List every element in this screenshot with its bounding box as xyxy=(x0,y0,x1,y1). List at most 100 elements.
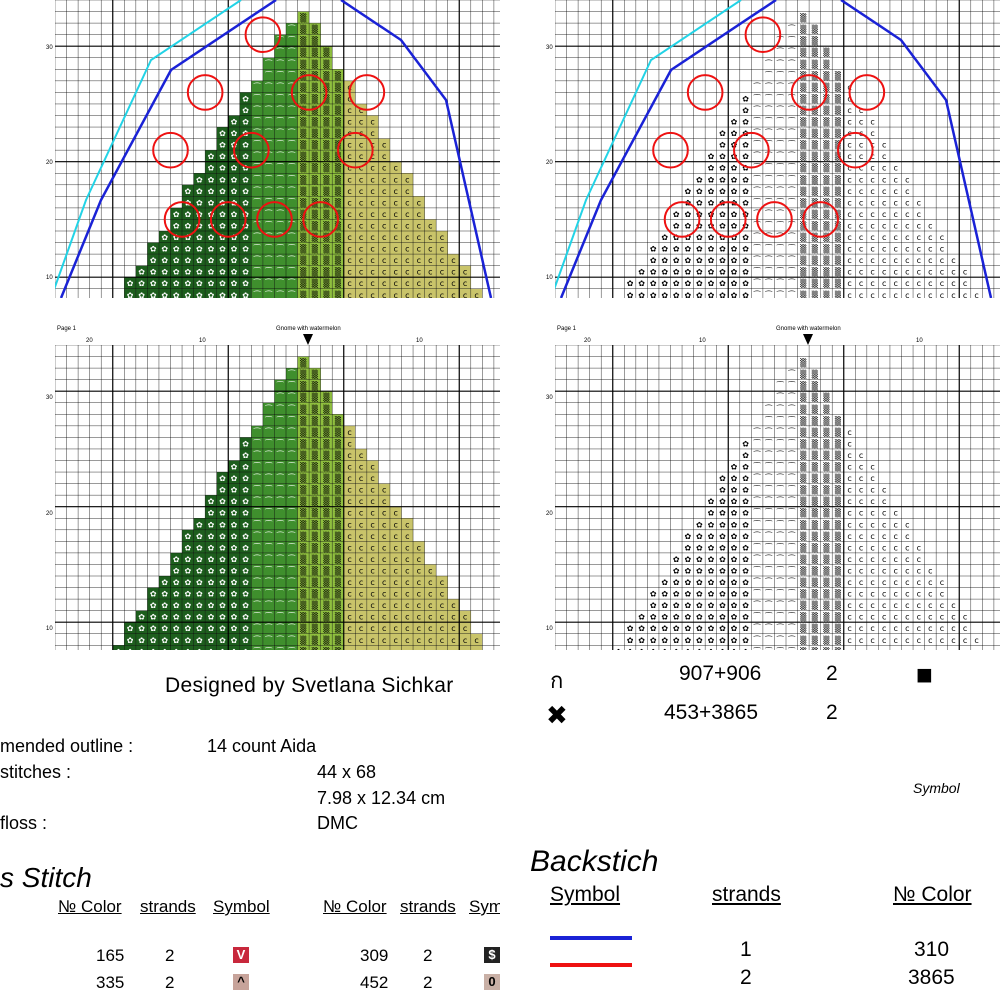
stitch-symbol: ✿ xyxy=(231,601,238,610)
stitch-symbol: c xyxy=(847,279,851,288)
stitch-cell xyxy=(274,437,286,449)
stitch-symbol: c xyxy=(928,279,932,288)
stitch-symbol: ⁀ xyxy=(776,462,784,472)
stitch-cell xyxy=(739,645,752,650)
stitch-cell xyxy=(366,265,379,278)
stitch-symbol: ✿ xyxy=(708,624,715,633)
stitch-cell xyxy=(855,138,867,151)
stitch-cell xyxy=(843,207,856,220)
stitch-cell xyxy=(901,599,914,611)
stitch-symbol: c xyxy=(394,198,398,207)
stitch-symbol: ✿ xyxy=(208,555,215,564)
stitch-cell xyxy=(343,460,356,473)
stitch-cell xyxy=(274,645,286,650)
stitch-cell xyxy=(820,127,833,139)
stitch-symbol: c xyxy=(440,291,444,298)
stitch-cell xyxy=(182,599,194,611)
stitch-cell xyxy=(843,138,856,151)
stitch-symbol: c xyxy=(870,268,874,277)
stitch-cell xyxy=(843,645,856,650)
stitch-cell xyxy=(286,541,298,553)
stitch-symbol: ✿ xyxy=(696,624,703,633)
stitch-symbol: c xyxy=(847,543,851,552)
stitch-cell xyxy=(286,46,298,58)
stitch-cell xyxy=(297,242,310,255)
stitch-symbol: ⁀ xyxy=(753,473,761,483)
stitch-cell xyxy=(274,207,286,220)
stitch-symbol: ✿ xyxy=(708,520,715,529)
stitch-cell xyxy=(924,564,937,576)
stitch-symbol: c xyxy=(917,543,921,552)
stitch-cell xyxy=(309,633,321,646)
stitch-symbol: ⁀ xyxy=(776,404,784,414)
stitch-symbol: ⁀ xyxy=(288,404,296,414)
stitch-symbol: c xyxy=(870,566,874,575)
stitch-symbol: ✿ xyxy=(673,268,680,277)
stitch-cell xyxy=(251,495,263,507)
stitch-symbol: c xyxy=(859,647,863,650)
stitch-symbol: ▒ xyxy=(800,485,807,495)
stitch-cell xyxy=(670,599,683,611)
stitch-symbol: ⁀ xyxy=(276,163,284,173)
stitch-cell xyxy=(274,541,286,553)
stitch-symbol: c xyxy=(882,486,886,495)
stitch-cell xyxy=(855,564,867,576)
stitch-cell xyxy=(716,541,729,553)
stitch-symbol: ▒ xyxy=(335,93,342,103)
stitch-symbol: ✿ xyxy=(696,245,703,254)
stitch-symbol: c xyxy=(405,221,409,230)
stitch-cell xyxy=(924,265,937,278)
stitch-cell xyxy=(878,184,890,197)
stitch-symbol: ▒ xyxy=(300,278,307,288)
stitch-symbol: c xyxy=(347,520,351,529)
stitch-symbol: ⁀ xyxy=(288,105,296,115)
stitch-symbol: ⁀ xyxy=(788,542,796,552)
stitch-cell xyxy=(343,541,356,553)
stitch-symbol: ✿ xyxy=(731,543,738,552)
stitch-cell xyxy=(355,472,367,484)
stitch-symbol: c xyxy=(882,613,886,622)
stitch-symbol: c xyxy=(428,291,432,298)
stitch-symbol: c xyxy=(882,636,886,645)
stitch-symbol: ✿ xyxy=(242,94,249,103)
stitch-symbol: ▒ xyxy=(823,105,830,115)
stitch-cell xyxy=(924,633,937,646)
stitch-cell xyxy=(262,57,275,70)
stitch-symbol: ✿ xyxy=(731,256,738,265)
stitch-cell xyxy=(843,448,856,461)
stitch-cell xyxy=(947,288,960,298)
stitch-symbol: ⁀ xyxy=(276,105,284,115)
backstitch-strands: 1 xyxy=(740,938,752,961)
thread-color: 452 xyxy=(360,973,389,992)
stitch-cell xyxy=(751,231,763,243)
stitch-symbol: ⁀ xyxy=(276,508,284,518)
stitch-symbol: c xyxy=(428,268,432,277)
stitch-symbol: ▒ xyxy=(800,612,807,622)
stitch-cell xyxy=(797,599,810,611)
stitch-cell xyxy=(447,288,460,298)
stitch-cell xyxy=(424,645,437,650)
stitch-cell xyxy=(147,587,159,600)
stitch-cell xyxy=(959,622,971,634)
stitch-symbol: c xyxy=(417,233,421,242)
stitch-cell xyxy=(866,127,879,139)
stitch-cell xyxy=(786,391,798,403)
stitch-cell xyxy=(751,506,763,519)
stitch-cell xyxy=(693,633,706,646)
stitch-cell xyxy=(366,219,379,231)
stitch-symbol: c xyxy=(894,210,898,219)
stitch-cell xyxy=(366,633,379,646)
stitch-symbol: ✿ xyxy=(731,520,738,529)
stitch-symbol: ▒ xyxy=(835,209,842,219)
stitch-cell xyxy=(786,472,798,484)
stitch-symbol: c xyxy=(474,647,478,650)
stitch-cell xyxy=(728,207,740,220)
stitch-symbol: ✿ xyxy=(231,613,238,622)
stitch-symbol: c xyxy=(440,268,444,277)
stitch-symbol: ▒ xyxy=(800,105,807,115)
stitch-symbol: ⁀ xyxy=(764,220,772,230)
stitch-cell xyxy=(913,196,925,208)
stitch-cell xyxy=(286,495,298,507)
stitch-symbol: ▒ xyxy=(812,415,819,425)
stitch-symbol: c xyxy=(417,279,421,288)
